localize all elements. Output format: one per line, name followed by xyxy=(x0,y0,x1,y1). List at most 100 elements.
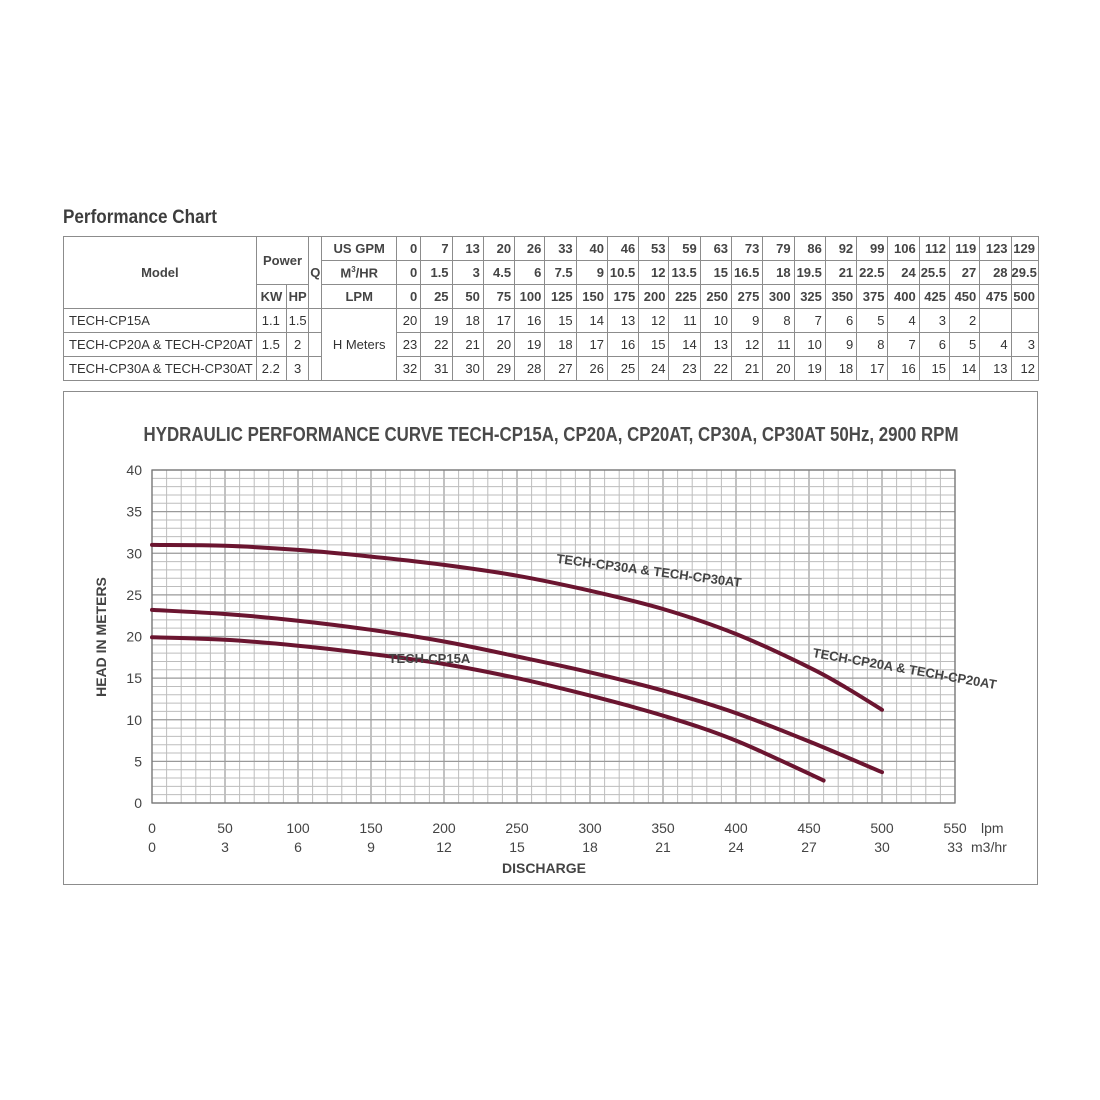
usgpm-value: 7 xyxy=(420,236,453,261)
x-tick-label: 350 xyxy=(651,820,675,836)
head-value: 9 xyxy=(824,332,858,357)
head-value: 17 xyxy=(575,332,608,357)
head-value: 23 xyxy=(668,356,701,381)
usgpm-value: 106 xyxy=(887,236,920,261)
usgpm-value: 86 xyxy=(793,236,826,261)
m3hr-value: 4.5 xyxy=(482,260,516,285)
chart-title: HYDRAULIC PERFORMANCE CURVE TECH-CP15A, … xyxy=(144,424,959,446)
head-value: 14 xyxy=(575,308,608,333)
head-value xyxy=(979,308,1012,333)
head-value: 13 xyxy=(606,308,640,333)
head-value: 31 xyxy=(420,356,453,381)
table-header-row-lpm: KW HP LPM 0 25 50 75 100 125 150 175 200 225 250 275 30… xyxy=(64,284,1040,309)
head-value: 4 xyxy=(887,308,920,333)
m3hr-value: 19.5 xyxy=(793,260,826,285)
m3hr-value: 6 xyxy=(514,260,546,285)
x-tick-label: 200 xyxy=(432,820,456,836)
m3hr-value: 15 xyxy=(699,260,733,285)
model-name: TECH-CP30A & TECH-CP30AT xyxy=(63,356,257,381)
x-tick-label-secondary: 6 xyxy=(294,839,302,855)
x-unit-m3hr: m3/hr xyxy=(971,839,1007,855)
head-value: 27 xyxy=(544,356,577,381)
usgpm-value: 112 xyxy=(918,236,951,261)
head-value: 8 xyxy=(856,332,889,357)
table-row: TECH-CP20A & TECH-CP20AT 1.5 2 23 22 21 20 19 18… xyxy=(63,332,1040,357)
m3hr-value: 12 xyxy=(638,260,670,285)
x-tick-label-secondary: 18 xyxy=(582,839,598,855)
m3hr-value: 25.5 xyxy=(918,260,951,285)
x-tick-label: 50 xyxy=(217,820,233,836)
x-tick-label-secondary: 3 xyxy=(221,839,229,855)
m3hr-value: 29.5 xyxy=(1010,260,1040,285)
kw-value: 2.2 xyxy=(255,356,288,381)
head-value: 12 xyxy=(731,332,764,357)
x-tick-label: 150 xyxy=(359,820,383,836)
y-tick-label: 20 xyxy=(126,629,142,645)
head-value: 4 xyxy=(979,332,1012,357)
q-header: Q xyxy=(308,236,323,309)
x-tick-label: 500 xyxy=(870,820,894,836)
lpm-value: 225 xyxy=(668,284,701,309)
usgpm-label: US GPM xyxy=(321,236,398,261)
series-label-3: TECH-CP15A xyxy=(389,651,471,666)
lpm-value: 400 xyxy=(887,284,920,309)
q-empty-cell xyxy=(308,308,323,333)
head-value: 11 xyxy=(762,332,795,357)
series-label-1: TECH-CP30A & TECH-CP30AT xyxy=(556,551,743,590)
head-value: 19 xyxy=(420,308,453,333)
head-value: 18 xyxy=(544,332,577,357)
head-value: 32 xyxy=(396,356,422,381)
usgpm-value: 46 xyxy=(606,236,640,261)
m3hr-value: 0 xyxy=(396,260,422,285)
usgpm-value: 73 xyxy=(731,236,764,261)
y-tick-label: 30 xyxy=(126,545,142,561)
y-tick-label: 35 xyxy=(126,504,142,520)
head-value: 5 xyxy=(856,308,889,333)
head-value: 12 xyxy=(638,308,670,333)
lpm-label: LPM xyxy=(321,284,398,309)
table-header-row-usgpm: Model Power Q US GPM 0 7 13 20 26 33 40 46 53 59 63 73 7… xyxy=(63,236,1040,309)
lpm-value: 0 xyxy=(396,284,422,309)
head-value: 29 xyxy=(482,356,516,381)
x-tick-label-secondary: 24 xyxy=(728,839,744,855)
q-empty-cell xyxy=(308,356,323,381)
head-value: 16 xyxy=(887,356,920,381)
lpm-value: 175 xyxy=(606,284,640,309)
head-value: 15 xyxy=(918,356,951,381)
lpm-value: 450 xyxy=(948,284,981,309)
m3hr-value: 21 xyxy=(824,260,858,285)
head-value: 17 xyxy=(482,308,516,333)
series-line-1 xyxy=(150,542,884,712)
m3hr-value: 3 xyxy=(451,260,484,285)
head-value: 30 xyxy=(451,356,484,381)
head-value: 20 xyxy=(482,332,516,357)
usgpm-value: 129 xyxy=(1010,236,1040,261)
head-value: 8 xyxy=(762,308,795,333)
head-value: 28 xyxy=(514,356,546,381)
y-tick-label: 0 xyxy=(134,795,142,811)
head-value: 13 xyxy=(699,332,733,357)
usgpm-value: 13 xyxy=(451,236,484,261)
x-axis-label: DISCHARGE xyxy=(502,860,586,876)
x-tick-label-secondary: 12 xyxy=(436,839,452,855)
usgpm-value: 40 xyxy=(575,236,608,261)
lpm-value: 375 xyxy=(856,284,889,309)
x-tick-label: 300 xyxy=(578,820,602,836)
h-meters-label: H Meters xyxy=(321,308,398,381)
m3hr-value: 16.5 xyxy=(731,260,764,285)
m3hr-value: 22.5 xyxy=(856,260,889,285)
head-value: 14 xyxy=(948,356,981,381)
lpm-value: 500 xyxy=(1010,284,1040,309)
lpm-value: 125 xyxy=(544,284,577,309)
y-axis-label: HEAD IN METERS xyxy=(93,577,109,697)
head-value: 15 xyxy=(638,332,670,357)
series-line-2 xyxy=(150,607,884,775)
model-name: TECH-CP20A & TECH-CP20AT xyxy=(63,332,257,357)
model-name: TECH-CP15A xyxy=(63,308,257,333)
usgpm-value: 26 xyxy=(514,236,546,261)
x-tick-label-secondary: 9 xyxy=(367,839,375,855)
model-header: Model xyxy=(63,236,257,309)
m3hr-value: 9 xyxy=(575,260,608,285)
head-value: 2 xyxy=(948,308,981,333)
x-tick-label: 550 xyxy=(943,820,967,836)
